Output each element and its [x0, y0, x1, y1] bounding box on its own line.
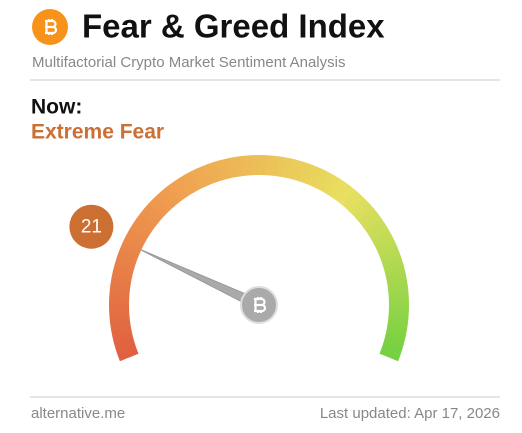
gauge-segment: [303, 163, 317, 185]
gauge-segment: [259, 155, 266, 176]
gauge-segment: [368, 223, 389, 240]
gauge-segment: [126, 229, 147, 245]
gauge-segment: [354, 203, 374, 222]
gauge-segment: [207, 161, 221, 183]
updated: Last updated: Apr 17, 2026: [320, 405, 500, 422]
gauge-segment: [109, 309, 130, 317]
gauge-segment: [173, 178, 190, 199]
gauge-segment: [383, 337, 405, 350]
gauge-segment: [388, 309, 409, 318]
gauge-segment: [123, 234, 145, 250]
gauge-segment: [220, 158, 232, 180]
gauge-segment: [148, 198, 168, 217]
value-label: 21: [81, 217, 102, 238]
gauge-segment: [384, 265, 406, 277]
gauge-segment: [388, 297, 409, 305]
gauge-segment: [129, 223, 150, 240]
gauge-segment: [378, 246, 400, 261]
gauge-segment: [386, 278, 408, 288]
gauge-segment: [275, 156, 286, 178]
gauge-segment: [214, 159, 226, 181]
gauge-segment: [111, 271, 133, 282]
value-badge: [69, 204, 114, 249]
gauge-segment: [132, 218, 153, 235]
gauge-segment: [116, 252, 138, 266]
gauge-segment: [168, 181, 185, 202]
gauge-segment: [308, 166, 323, 188]
gauge-segment: [387, 320, 408, 331]
gauge-segment: [113, 337, 135, 349]
gauge-segment: [239, 155, 249, 177]
hub-mark: [252, 295, 267, 315]
gauge-segment: [333, 181, 351, 202]
gauge-segment: [115, 342, 137, 356]
gauge-segment: [388, 303, 409, 311]
gauge-segment: [136, 212, 157, 230]
gauge-segment: [110, 277, 132, 288]
title: Fear & Greed Index: [82, 8, 385, 45]
gauge-segment: [380, 252, 402, 266]
classification: Extreme Fear: [31, 121, 164, 144]
gauge-segment: [158, 189, 176, 209]
gauge-segment: [110, 320, 131, 330]
gauge-segment: [252, 155, 260, 176]
gauge-segment: [318, 171, 334, 193]
gauge-segment: [371, 229, 392, 245]
gauge-segment: [120, 240, 142, 255]
gauge-segment: [387, 284, 409, 294]
gauge-segment: [292, 160, 305, 182]
gauge-segment: [195, 166, 210, 188]
gauge-segment: [109, 315, 130, 324]
gauge-segment: [374, 235, 395, 250]
gauge-segment: [140, 207, 160, 226]
gauge-segment: [144, 203, 164, 222]
gauge-segment: [112, 331, 134, 343]
gauge-segment: [342, 189, 361, 210]
source: alternative.me: [31, 405, 125, 422]
gauge-segment: [388, 290, 409, 299]
gauge-segment: [153, 193, 172, 213]
gauge-segment: [184, 171, 200, 193]
subtitle: Multifactorial Crypto Market Sentiment A…: [32, 54, 345, 71]
gauge-segment: [379, 348, 401, 362]
gauge-segment: [114, 258, 136, 271]
gauge-segment: [109, 297, 130, 305]
gauge-segment: [178, 174, 195, 196]
gauge-segment: [233, 156, 243, 177]
gauge-segment: [313, 168, 329, 190]
gauge-segment: [109, 303, 130, 311]
gauge-segment: [337, 185, 356, 206]
gauge-segment: [281, 157, 292, 179]
gauge: 21: [69, 155, 409, 362]
gauge-segment: [112, 265, 134, 277]
gauge-segment: [109, 290, 130, 299]
gauge-segment: [117, 348, 139, 362]
gauge-segment: [385, 271, 407, 282]
now-label: Now:: [31, 96, 82, 119]
gauge-segment: [323, 174, 340, 196]
gauge-segment: [201, 163, 215, 185]
gauge-segment: [386, 326, 407, 337]
gauge-segment: [381, 343, 403, 356]
gauge-segment: [264, 155, 273, 176]
gauge-segment: [358, 208, 378, 226]
gauge-segment: [190, 168, 205, 190]
gauge-segment: [328, 178, 345, 199]
gauge-segment: [365, 218, 386, 235]
gauge-segment: [382, 259, 404, 271]
logo-mark: [43, 17, 58, 37]
gauge-segment: [376, 240, 398, 255]
gauge-segment: [361, 213, 382, 231]
gauge-segment: [287, 158, 298, 180]
gauge-segment: [162, 185, 181, 206]
gauge-segment: [384, 332, 406, 343]
gauge-segment: [350, 198, 370, 218]
gauge-segment: [118, 246, 140, 260]
gauge-segment: [245, 155, 254, 176]
gauge-segment: [297, 161, 311, 183]
gauge-segment: [346, 194, 365, 213]
